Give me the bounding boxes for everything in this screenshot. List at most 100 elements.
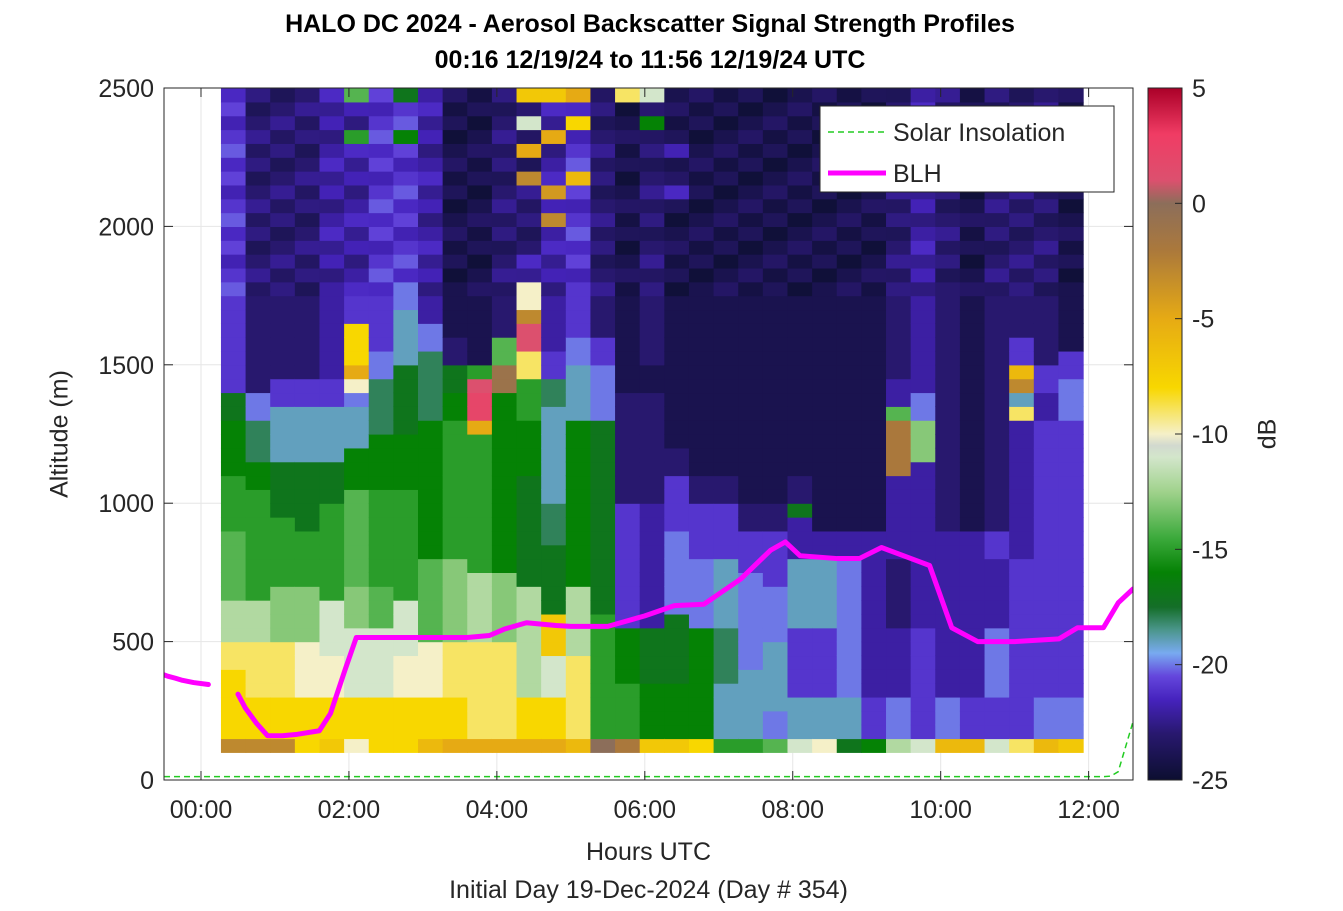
heatmap-cell [245, 267, 271, 283]
heatmap-cell [590, 406, 616, 421]
heatmap-cell [393, 600, 419, 615]
heatmap-cell [664, 461, 690, 477]
heatmap-cell [245, 115, 271, 131]
heatmap-cell [664, 364, 690, 380]
heatmap-cell [886, 420, 912, 435]
heatmap-cell [787, 683, 813, 698]
heatmap-cell [910, 364, 936, 380]
heatmap-cell [270, 710, 296, 726]
heatmap-cell [368, 240, 394, 255]
heatmap-cell [467, 558, 493, 573]
heatmap-cell [491, 406, 518, 421]
heatmap-cell [590, 129, 616, 144]
heatmap-cell [270, 503, 296, 518]
heatmap-cell [910, 738, 936, 753]
heatmap-cell [565, 530, 592, 546]
heatmap-cell [762, 406, 789, 421]
heatmap-cell [1033, 613, 1060, 629]
heatmap-cell [1009, 669, 1035, 684]
heatmap-cell [836, 337, 862, 352]
heatmap-cell [639, 544, 665, 560]
heatmap-cell [664, 309, 690, 324]
heatmap-cell [418, 88, 444, 103]
heatmap-cell [1009, 503, 1035, 518]
heatmap-cell [787, 447, 813, 463]
heatmap-cell [294, 309, 321, 324]
heatmap-cell [245, 143, 271, 158]
heatmap-cell [886, 710, 912, 726]
heatmap-cell [861, 88, 887, 103]
heatmap-cell [738, 226, 764, 241]
heatmap-cell [344, 212, 370, 227]
heatmap-cell [565, 627, 592, 643]
heatmap-cell [959, 669, 986, 684]
heatmap-cell [639, 129, 665, 144]
heatmap-cell [738, 115, 764, 131]
heatmap-cell [738, 212, 764, 227]
heatmap-cell [344, 572, 370, 587]
heatmap-cell [393, 683, 419, 698]
heatmap-cell [762, 267, 789, 283]
heatmap-cell [516, 572, 542, 587]
heatmap-cell [639, 198, 665, 214]
heatmap-cell [1009, 683, 1035, 698]
heatmap-cell [738, 475, 764, 490]
heatmap-cell [886, 447, 912, 463]
heatmap-cell [565, 198, 592, 214]
heatmap-cell [1058, 517, 1084, 532]
heatmap-cell [442, 544, 468, 560]
heatmap-cell [664, 724, 690, 740]
heatmap-cell [344, 281, 370, 297]
heatmap-cell [959, 364, 986, 380]
heatmap-cell [270, 88, 296, 103]
heatmap-cell [639, 392, 665, 407]
heatmap-cell [220, 157, 247, 172]
heatmap-cell [516, 378, 542, 394]
heatmap-cell [664, 115, 690, 131]
heatmap-cell [787, 115, 813, 131]
heatmap-cell [319, 171, 345, 186]
heatmap-cell [565, 572, 592, 587]
heatmap-cell [688, 226, 715, 241]
heatmap-cell [245, 600, 271, 615]
heatmap-cell [442, 323, 468, 338]
heatmap-cell [762, 517, 789, 532]
heatmap-cell [590, 254, 616, 269]
heatmap-cell [220, 184, 247, 200]
heatmap-cell [368, 586, 394, 601]
heatmap-cell [688, 309, 715, 324]
heatmap-cell [1009, 461, 1035, 477]
heatmap-cell [368, 683, 394, 698]
heatmap-cell [1009, 295, 1035, 311]
heatmap-cell [393, 724, 419, 740]
heatmap-cell [984, 281, 1010, 297]
heatmap-cell [245, 530, 271, 546]
heatmap-cell [910, 655, 936, 670]
heatmap-cell [639, 489, 665, 504]
heatmap-cell [467, 157, 493, 172]
heatmap-cell [491, 572, 518, 587]
heatmap-cell [886, 669, 912, 684]
heatmap-cell [516, 600, 542, 615]
heatmap-cell [984, 600, 1010, 615]
heatmap-cell [467, 489, 493, 504]
heatmap-cell [442, 350, 468, 366]
heatmap-cell [344, 143, 370, 158]
heatmap-cell [984, 669, 1010, 684]
heatmap-cell [984, 88, 1010, 103]
heatmap-cell [220, 198, 247, 214]
heatmap-cell [368, 101, 394, 117]
colorbar-tick-label: 0 [1192, 190, 1206, 218]
heatmap-cell [738, 503, 764, 518]
heatmap-cell [812, 447, 838, 463]
heatmap-cell [787, 406, 813, 421]
heatmap-cell [738, 364, 764, 380]
heatmap-cell [491, 738, 518, 753]
heatmap-cell [467, 641, 493, 657]
heatmap-cell [688, 184, 715, 200]
heatmap-cell [590, 101, 616, 117]
heatmap-cell [738, 323, 764, 338]
heatmap-cell [590, 572, 616, 587]
heatmap-cell [319, 627, 345, 643]
heatmap-cell [590, 309, 616, 324]
